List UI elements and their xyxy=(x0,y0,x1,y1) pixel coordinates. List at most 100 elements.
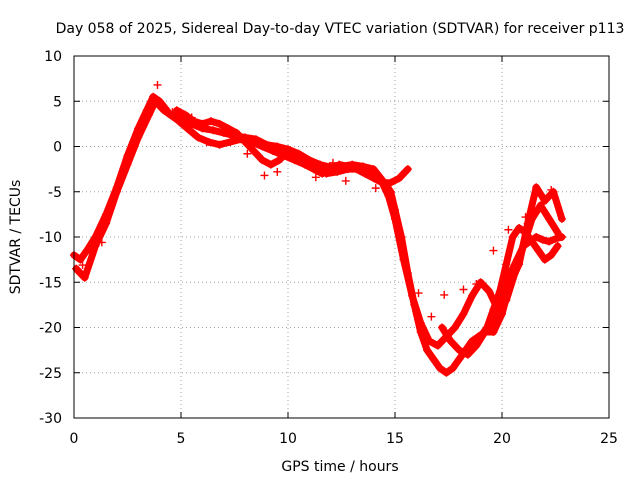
y-tick-labels: 10 5 0 -5 -10 -15 -20 -25 -30 xyxy=(39,49,62,427)
y-axis-label: SDTVAR / TECUs xyxy=(8,180,24,295)
data-point xyxy=(318,169,327,178)
data-point xyxy=(80,273,89,282)
series-track-b xyxy=(72,97,562,350)
data-point xyxy=(215,119,224,128)
series-line xyxy=(72,97,562,350)
data-point xyxy=(427,312,436,321)
data-point xyxy=(425,337,434,346)
data-point xyxy=(532,233,541,241)
data-point xyxy=(384,192,393,201)
data-point xyxy=(187,113,196,122)
data-point xyxy=(72,264,81,273)
data-point xyxy=(226,137,235,146)
data-point xyxy=(448,364,457,373)
data-point xyxy=(328,158,337,167)
data-point xyxy=(258,156,267,165)
data-point xyxy=(224,124,233,133)
x-tick-label: 15 xyxy=(386,431,404,447)
data-point xyxy=(547,185,556,194)
data-point xyxy=(472,341,481,350)
data-point xyxy=(159,106,168,115)
data-point xyxy=(446,337,455,346)
data-point xyxy=(489,246,498,255)
data-point xyxy=(198,119,207,128)
data-point xyxy=(215,140,224,149)
data-point xyxy=(508,233,517,241)
data-point xyxy=(386,178,395,187)
y-tick-label: -25 xyxy=(39,366,62,382)
data-point xyxy=(538,199,547,208)
data-point xyxy=(91,242,100,251)
data-point xyxy=(545,214,554,223)
data-point xyxy=(495,287,504,296)
data-point xyxy=(440,290,449,299)
data-point xyxy=(455,355,464,364)
data-point xyxy=(450,323,459,332)
chart-title: Day 058 of 2025, Sidereal Day-to-day VTE… xyxy=(56,21,625,37)
data-point xyxy=(284,147,292,156)
y-tick-label: 0 xyxy=(53,140,62,156)
x-tick-labels: 0 5 10 15 20 25 xyxy=(70,431,618,447)
data-point xyxy=(399,255,408,264)
data-point xyxy=(391,214,399,223)
data-point xyxy=(356,164,365,173)
data-point xyxy=(506,278,515,287)
data-point xyxy=(538,235,547,244)
data-series xyxy=(70,80,566,377)
data-point xyxy=(168,108,177,117)
data-point xyxy=(249,147,258,156)
data-point xyxy=(301,160,310,169)
data-point xyxy=(534,246,543,255)
data-point xyxy=(296,153,305,162)
data-point xyxy=(521,228,530,237)
data-point xyxy=(260,171,269,180)
x-tick-label: 0 xyxy=(70,431,79,447)
data-point xyxy=(416,318,425,327)
data-point xyxy=(232,128,241,137)
data-point xyxy=(523,219,532,228)
data-point xyxy=(241,137,250,146)
data-point xyxy=(435,364,444,373)
data-point xyxy=(311,173,320,182)
data-point xyxy=(395,174,404,183)
y-tick-label: -15 xyxy=(39,275,62,291)
data-point xyxy=(468,291,477,300)
data-point xyxy=(153,80,162,89)
x-tick-label: 10 xyxy=(279,431,297,447)
data-point xyxy=(502,260,511,269)
data-point xyxy=(209,126,218,135)
data-point xyxy=(309,165,318,174)
data-point xyxy=(515,260,524,269)
data-point xyxy=(273,167,282,176)
data-point xyxy=(172,106,181,115)
data-point xyxy=(335,160,344,169)
data-point xyxy=(489,305,498,314)
data-point xyxy=(326,165,335,174)
y-tick-label: 10 xyxy=(44,49,62,65)
data-point xyxy=(553,228,562,237)
data-point xyxy=(463,350,472,359)
y-tick-label: -20 xyxy=(39,321,62,337)
data-point xyxy=(547,251,556,260)
data-point xyxy=(485,287,494,296)
data-point xyxy=(243,149,252,158)
data-point xyxy=(504,225,513,234)
data-point xyxy=(540,255,549,264)
data-point xyxy=(433,341,442,350)
data-point xyxy=(438,323,447,332)
data-point xyxy=(206,117,215,126)
data-point xyxy=(532,183,541,192)
data-point xyxy=(266,160,275,169)
data-point xyxy=(151,97,160,106)
data-point xyxy=(102,219,111,228)
data-point xyxy=(459,309,468,318)
series-track-e xyxy=(476,223,562,341)
data-point xyxy=(515,223,524,232)
x-axis-label: GPS time / hours xyxy=(281,459,398,475)
data-point xyxy=(219,128,228,137)
data-point xyxy=(408,291,417,300)
data-point xyxy=(557,233,566,241)
data-point xyxy=(343,162,352,171)
data-point xyxy=(442,368,451,377)
data-point xyxy=(553,242,562,251)
